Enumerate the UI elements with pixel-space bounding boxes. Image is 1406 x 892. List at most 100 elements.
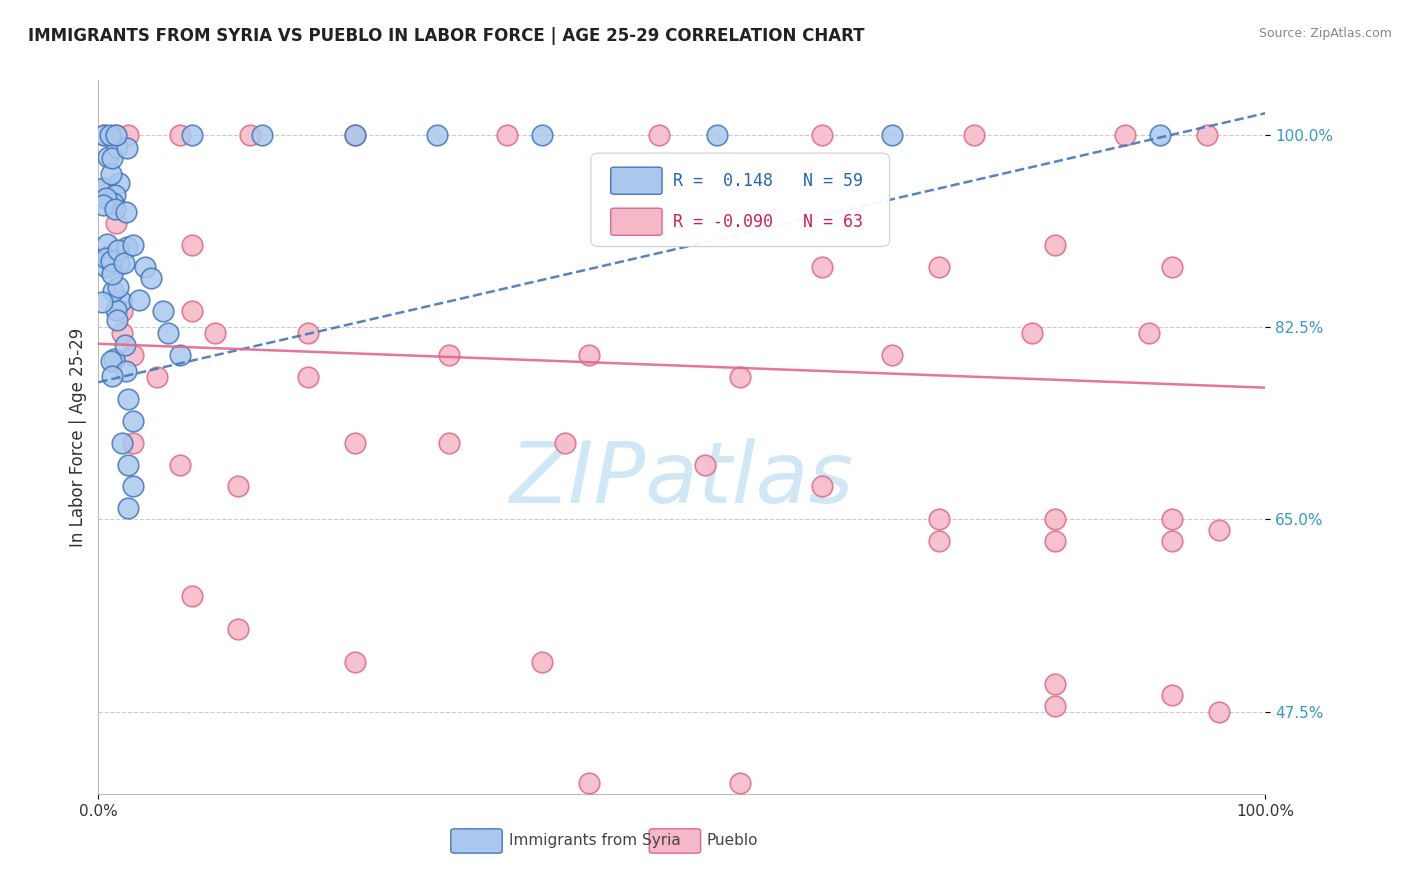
Point bbox=[122, 238, 145, 252]
Point bbox=[104, 202, 127, 216]
Point bbox=[180, 128, 202, 143]
Point bbox=[111, 303, 134, 318]
Point bbox=[101, 151, 124, 165]
Point bbox=[811, 128, 834, 143]
Point bbox=[180, 589, 202, 603]
Point bbox=[91, 295, 114, 310]
Point bbox=[107, 244, 129, 258]
Point bbox=[117, 128, 139, 143]
Point bbox=[962, 128, 984, 143]
Point bbox=[169, 128, 191, 143]
Point bbox=[496, 128, 519, 143]
Point bbox=[103, 352, 125, 367]
Point bbox=[811, 260, 834, 274]
Point bbox=[107, 280, 129, 294]
Point bbox=[437, 435, 460, 450]
FancyBboxPatch shape bbox=[451, 829, 502, 853]
Point bbox=[928, 534, 950, 549]
Point bbox=[146, 369, 169, 384]
Point bbox=[122, 414, 145, 428]
Point bbox=[101, 194, 124, 209]
Text: Immigrants from Syria: Immigrants from Syria bbox=[509, 833, 681, 848]
Point bbox=[101, 267, 124, 281]
Point bbox=[105, 140, 128, 154]
Point bbox=[114, 337, 136, 351]
Point bbox=[730, 776, 752, 790]
Point bbox=[117, 501, 139, 516]
Point bbox=[1149, 128, 1171, 143]
Point bbox=[152, 303, 174, 318]
Point bbox=[108, 176, 131, 190]
Point bbox=[706, 128, 728, 143]
Point bbox=[94, 191, 117, 205]
Point bbox=[437, 348, 460, 362]
Point bbox=[101, 369, 124, 384]
Point bbox=[1045, 699, 1067, 714]
Point bbox=[1045, 534, 1067, 549]
Point bbox=[104, 128, 127, 143]
Point bbox=[1195, 128, 1218, 143]
Point bbox=[122, 479, 145, 493]
Point bbox=[1161, 512, 1184, 526]
Point bbox=[180, 238, 202, 252]
Point bbox=[1161, 688, 1184, 702]
Point bbox=[104, 188, 127, 202]
FancyBboxPatch shape bbox=[610, 167, 662, 194]
Point bbox=[105, 303, 128, 318]
Point bbox=[228, 479, 250, 493]
Point bbox=[1208, 705, 1230, 719]
Point bbox=[93, 183, 115, 197]
Point bbox=[1045, 512, 1067, 526]
Point bbox=[114, 364, 136, 378]
FancyBboxPatch shape bbox=[650, 829, 700, 853]
Point bbox=[530, 128, 553, 143]
Point bbox=[344, 128, 367, 143]
Point bbox=[180, 303, 202, 318]
Point bbox=[110, 293, 132, 308]
Point bbox=[578, 348, 600, 362]
Point bbox=[426, 128, 449, 143]
Point bbox=[115, 141, 138, 155]
Point bbox=[695, 458, 717, 472]
Point bbox=[647, 128, 669, 143]
Point bbox=[1161, 534, 1184, 549]
Point bbox=[578, 776, 600, 790]
Point bbox=[880, 348, 903, 362]
Point bbox=[730, 369, 752, 384]
Point bbox=[239, 128, 262, 143]
Text: Pueblo: Pueblo bbox=[706, 833, 758, 848]
Point bbox=[93, 128, 115, 143]
Point bbox=[297, 369, 319, 384]
Point bbox=[128, 293, 150, 307]
Point bbox=[297, 326, 319, 340]
Point bbox=[112, 255, 135, 269]
Point bbox=[169, 458, 191, 472]
Point bbox=[928, 260, 950, 274]
Point bbox=[344, 128, 367, 143]
Point bbox=[811, 479, 834, 493]
FancyBboxPatch shape bbox=[610, 208, 662, 235]
Text: R =  0.148   N = 59: R = 0.148 N = 59 bbox=[672, 172, 862, 190]
Y-axis label: In Labor Force | Age 25-29: In Labor Force | Age 25-29 bbox=[69, 327, 87, 547]
Point bbox=[344, 655, 367, 669]
Point bbox=[96, 260, 118, 275]
Point bbox=[107, 257, 129, 271]
Point bbox=[122, 435, 145, 450]
Point bbox=[93, 128, 115, 143]
Point bbox=[100, 167, 122, 181]
Point bbox=[91, 181, 114, 195]
Point bbox=[97, 150, 120, 164]
Point bbox=[880, 128, 903, 143]
Point bbox=[1208, 524, 1230, 538]
Point bbox=[169, 348, 191, 362]
Point bbox=[96, 251, 118, 265]
Text: IMMIGRANTS FROM SYRIA VS PUEBLO IN LABOR FORCE | AGE 25-29 CORRELATION CHART: IMMIGRANTS FROM SYRIA VS PUEBLO IN LABOR… bbox=[28, 27, 865, 45]
Point bbox=[105, 313, 128, 327]
Point bbox=[111, 326, 134, 340]
Point bbox=[117, 458, 139, 472]
Point bbox=[100, 353, 122, 368]
FancyBboxPatch shape bbox=[591, 153, 890, 246]
Point bbox=[250, 128, 273, 143]
Point bbox=[204, 326, 226, 340]
Point bbox=[530, 655, 553, 669]
